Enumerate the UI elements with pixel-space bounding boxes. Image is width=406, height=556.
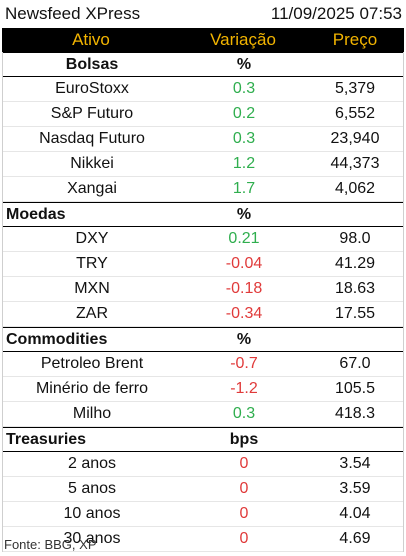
table-row: Petroleo Brent -0.7 67.0 [3, 352, 403, 377]
asset-price: 98.0 [339, 230, 371, 247]
asset-change: -0.18 [225, 280, 263, 297]
section-unit: bps [229, 430, 259, 448]
timestamp: 11/09/2025 07:53 [270, 4, 402, 23]
asset-name: ZAR [76, 305, 108, 322]
asset-price: 4.04 [339, 505, 371, 522]
section-name: Treasuries [6, 430, 87, 448]
asset-change: -0.34 [225, 305, 263, 322]
table-row: 2 anos 0 3.54 [3, 452, 403, 477]
section-name: Moedas [6, 205, 66, 223]
column-header-asset: Ativo [72, 30, 110, 49]
asset-change: 0.3 [232, 405, 256, 422]
asset-name: EuroStoxx [55, 80, 129, 97]
asset-price: 4,062 [334, 180, 376, 197]
asset-name: Minério de ferro [35, 380, 149, 397]
asset-change: 1.2 [232, 155, 256, 172]
asset-name: 30 anos [63, 530, 121, 547]
column-header-row: Ativo Variação Preço [2, 28, 404, 52]
column-header-price: Preço [332, 30, 378, 49]
table-row: 10 anos 0 4.04 [3, 502, 403, 527]
table-row: MXN -0.18 18.63 [3, 277, 403, 302]
asset-price: 67.0 [339, 355, 371, 372]
asset-change: 0.2 [232, 105, 256, 122]
asset-price: 18.63 [334, 280, 376, 297]
asset-change: 0.3 [232, 130, 256, 147]
section-name: Bolsas [65, 55, 119, 73]
asset-name: 2 anos [67, 455, 117, 472]
section-unit: % [236, 330, 252, 348]
asset-change: 0 [239, 530, 249, 547]
table-row: 30 anos 0 4.69 [3, 527, 403, 552]
asset-name: DXY [75, 230, 109, 247]
asset-change: 0 [239, 480, 249, 497]
asset-change: 1.7 [232, 180, 256, 197]
page-title: Newsfeed XPress [5, 4, 141, 23]
asset-price: 41.29 [334, 255, 376, 272]
asset-price: 5,379 [334, 80, 376, 97]
table-row: ZAR -0.34 17.55 [3, 302, 403, 327]
section-header-commodities: Commodities % [3, 327, 403, 352]
asset-name: 5 anos [67, 480, 117, 497]
section-header-treasuries: Treasuries bps [3, 427, 403, 452]
asset-name: Nasdaq Futuro [39, 130, 145, 147]
section-unit: % [236, 205, 252, 223]
asset-change: -1.2 [230, 380, 258, 397]
asset-change: -0.7 [230, 355, 258, 372]
asset-price: 17.55 [334, 305, 376, 322]
asset-price: 418.3 [334, 405, 376, 422]
section-unit: % [236, 55, 252, 73]
table-row: Nasdaq Futuro 0.3 23,940 [3, 127, 403, 152]
table-row: Minério de ferro -1.2 105.5 [3, 377, 403, 402]
section-name: Commodities [6, 330, 108, 348]
asset-change: 0.21 [228, 230, 260, 247]
table-row: EuroStoxx 0.3 5,379 [3, 77, 403, 102]
asset-name: S&P Futuro [50, 105, 134, 122]
asset-change: -0.04 [225, 255, 263, 272]
asset-price: 6,552 [334, 105, 376, 122]
asset-name: Xangai [67, 180, 117, 197]
asset-change: 0 [239, 505, 249, 522]
asset-name: 10 anos [63, 505, 121, 522]
table-row: Milho 0.3 418.3 [3, 402, 403, 427]
section-header-moedas: Moedas % [3, 202, 403, 227]
asset-price: 44,373 [330, 155, 380, 172]
table-row: S&P Futuro 0.2 6,552 [3, 102, 403, 127]
asset-name: MXN [74, 280, 110, 297]
source-note: Fonte: BBG, XP [4, 537, 97, 552]
asset-change: 0 [239, 455, 249, 472]
section-header-bolsas: Bolsas % [3, 52, 403, 77]
asset-price: 3.54 [339, 455, 371, 472]
asset-name: Petroleo Brent [40, 355, 144, 372]
asset-price: 105.5 [334, 380, 376, 397]
table-row: TRY -0.04 41.29 [3, 252, 403, 277]
asset-change: 0.3 [232, 80, 256, 97]
table-row: Nikkei 1.2 44,373 [3, 152, 403, 177]
asset-name: Milho [72, 405, 112, 422]
market-table: Bolsas % EuroStoxx 0.3 5,379 S&P Futuro … [2, 52, 404, 552]
asset-price: 4.69 [339, 530, 371, 547]
table-row: Xangai 1.7 4,062 [3, 177, 403, 202]
table-row: 5 anos 0 3.59 [3, 477, 403, 502]
asset-name: Nikkei [70, 155, 114, 172]
asset-name: TRY [76, 255, 108, 272]
title-bar: Newsfeed XPress 11/09/2025 07:53 [0, 0, 406, 28]
column-header-change: Variação [210, 30, 276, 49]
asset-price: 3.59 [339, 480, 371, 497]
asset-price: 23,940 [330, 130, 380, 147]
table-row: DXY 0.21 98.0 [3, 227, 403, 252]
